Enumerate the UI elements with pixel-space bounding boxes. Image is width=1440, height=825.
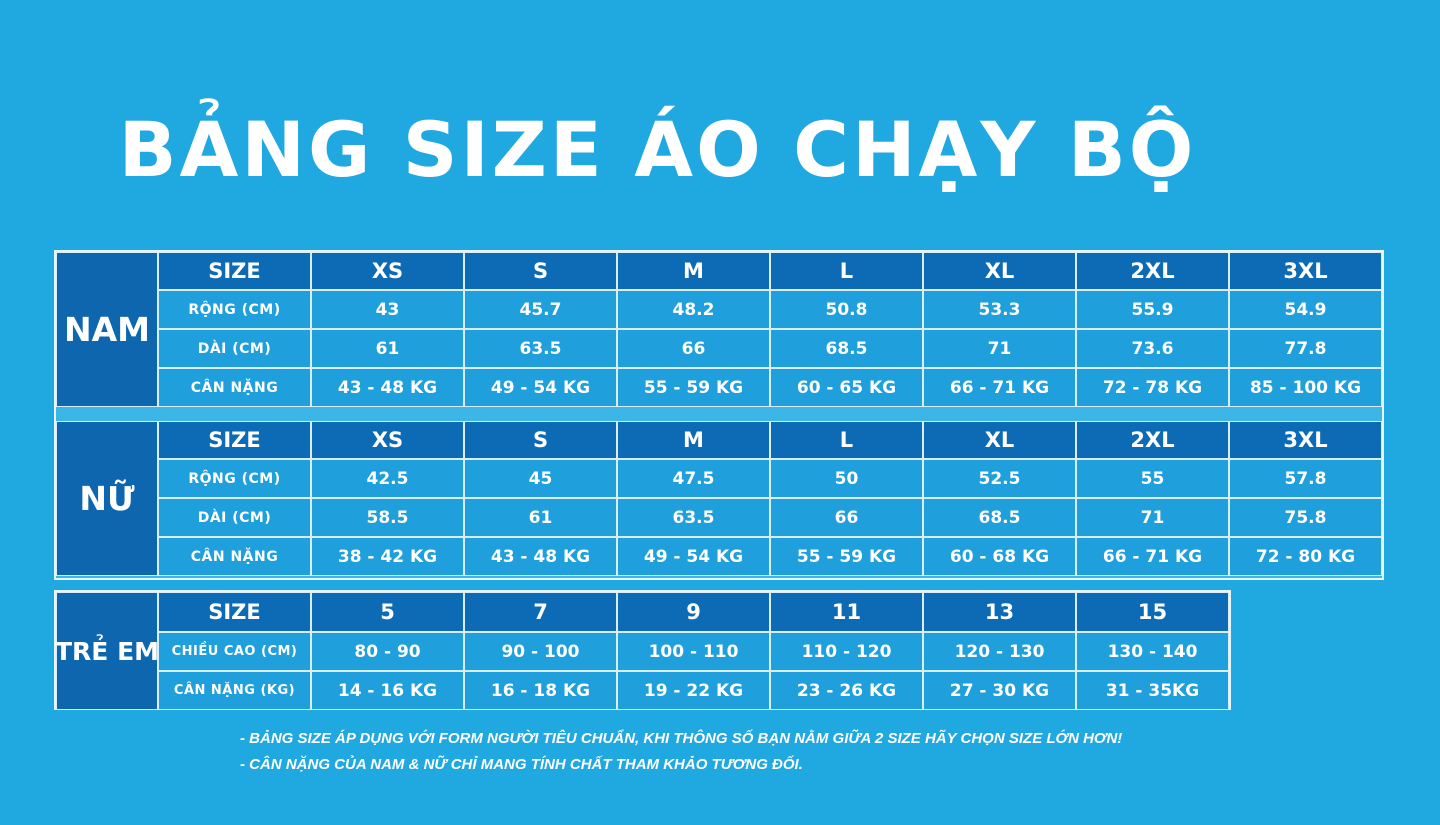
table-cell: 55	[1076, 459, 1229, 498]
table-cell: 130 - 140	[1076, 632, 1229, 671]
table-cell: 23 - 26 KG	[770, 671, 923, 710]
table-cell: 19 - 22 KG	[617, 671, 770, 710]
table-cell: 50	[770, 459, 923, 498]
table-cell: 38 - 42 KG	[311, 537, 464, 576]
size-column-header: 3XL	[1229, 252, 1382, 290]
size-column-header: 2XL	[1076, 252, 1229, 290]
table-cell: 16 - 18 KG	[464, 671, 617, 710]
row-label: RỘNG (CM)	[158, 459, 311, 498]
note-1: - BẢNG SIZE ÁP DỤNG VỚI FORM NGƯỜI TIÊU …	[240, 730, 1123, 747]
size-header: SIZE	[158, 252, 311, 290]
table-cell: 61	[464, 498, 617, 537]
size-column-header: L	[770, 421, 923, 459]
table-cell: 85 - 100 KG	[1229, 368, 1382, 407]
table-cell: 55 - 59 KG	[617, 368, 770, 407]
row-label: RỘNG (CM)	[158, 290, 311, 329]
size-column-header: L	[770, 252, 923, 290]
table-cell: 77.8	[1229, 329, 1382, 368]
table-cell: 55.9	[1076, 290, 1229, 329]
size-header: SIZE	[158, 592, 311, 632]
row-label: DÀI (CM)	[158, 498, 311, 537]
table-cell: 120 - 130	[923, 632, 1076, 671]
table-cell: 66 - 71 KG	[923, 368, 1076, 407]
table-cell: 31 - 35KG	[1076, 671, 1229, 710]
table-cell: 48.2	[617, 290, 770, 329]
table-cell: 60 - 65 KG	[770, 368, 923, 407]
table-cell: 75.8	[1229, 498, 1382, 537]
size-column-header: XL	[923, 252, 1076, 290]
table-cell: 66	[770, 498, 923, 537]
page-title: BẢNG SIZE ÁO CHẠY BỘ	[118, 105, 1197, 194]
size-column-header: 13	[923, 592, 1076, 632]
table-cell: 68.5	[923, 498, 1076, 537]
table-cell: 63.5	[617, 498, 770, 537]
table-cell: 53.3	[923, 290, 1076, 329]
size-column-header: 9	[617, 592, 770, 632]
size-column-header: S	[464, 252, 617, 290]
table-cell: 110 - 120	[770, 632, 923, 671]
row-label: CÂN NẶNG	[158, 537, 311, 576]
table-cell: 43 - 48 KG	[464, 537, 617, 576]
notes: - BẢNG SIZE ÁP DỤNG VỚI FORM NGƯỜI TIÊU …	[240, 726, 1122, 778]
table-cell: 54.9	[1229, 290, 1382, 329]
size-header: SIZE	[158, 421, 311, 459]
table-cell: 50.8	[770, 290, 923, 329]
table-cell: 42.5	[311, 459, 464, 498]
table-cell: 52.5	[923, 459, 1076, 498]
row-label: CÂN NẶNG	[158, 368, 311, 407]
table-cell: 71	[1076, 498, 1229, 537]
group-label: TRẺ EM	[55, 592, 159, 710]
size-column-header: S	[464, 421, 617, 459]
size-column-header: 2XL	[1076, 421, 1229, 459]
table-cell: 63.5	[464, 329, 617, 368]
table-cell: 43	[311, 290, 464, 329]
table-cell: 90 - 100	[464, 632, 617, 671]
size-column-header: M	[617, 421, 770, 459]
table-cell: 49 - 54 KG	[617, 537, 770, 576]
table-cell: 49 - 54 KG	[464, 368, 617, 407]
table-cell: 80 - 90	[311, 632, 464, 671]
table-cell: 61	[311, 329, 464, 368]
note-2: - CÂN NẶNG CỦA NAM & NỮ CHỈ MANG TÍNH CH…	[240, 756, 803, 773]
table-cell: 60 - 68 KG	[923, 537, 1076, 576]
size-column-header: 5	[311, 592, 464, 632]
table-cell: 71	[923, 329, 1076, 368]
table-cell: 68.5	[770, 329, 923, 368]
size-column-header: M	[617, 252, 770, 290]
table-cell: 72 - 78 KG	[1076, 368, 1229, 407]
row-label: CÂN NẶNG (KG)	[158, 671, 311, 710]
group-label: NAM	[56, 252, 158, 407]
table-cell: 58.5	[311, 498, 464, 537]
size-column-header: 3XL	[1229, 421, 1382, 459]
table-cell: 57.8	[1229, 459, 1382, 498]
size-column-header: XL	[923, 421, 1076, 459]
table-cell: 27 - 30 KG	[923, 671, 1076, 710]
table-cell: 55 - 59 KG	[770, 537, 923, 576]
table-cell: 45	[464, 459, 617, 498]
group-label: NỮ	[56, 421, 158, 576]
size-column-header: 11	[770, 592, 923, 632]
table-cell: 45.7	[464, 290, 617, 329]
table-cell: 73.6	[1076, 329, 1229, 368]
table-cell: 47.5	[617, 459, 770, 498]
row-label: CHIỀU CAO (CM)	[158, 632, 311, 671]
table-cell: 72 - 80 KG	[1229, 537, 1382, 576]
size-column-header: 15	[1076, 592, 1229, 632]
size-column-header: XS	[311, 252, 464, 290]
table-cell: 100 - 110	[617, 632, 770, 671]
size-column-header: 7	[464, 592, 617, 632]
table-cell: 43 - 48 KG	[311, 368, 464, 407]
table-cell: 14 - 16 KG	[311, 671, 464, 710]
table-cell: 66 - 71 KG	[1076, 537, 1229, 576]
size-column-header: XS	[311, 421, 464, 459]
row-label: DÀI (CM)	[158, 329, 311, 368]
table-cell: 66	[617, 329, 770, 368]
